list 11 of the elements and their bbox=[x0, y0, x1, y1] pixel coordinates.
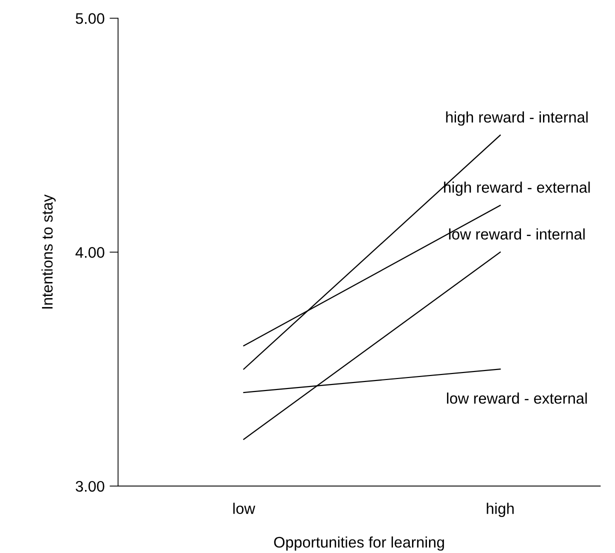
x-tick-label: high bbox=[486, 502, 514, 517]
series-label: low reward - internal bbox=[449, 228, 585, 240]
x-axis-title: Opportunities for learning bbox=[274, 536, 444, 551]
y-axis-title: Intentions to stay bbox=[41, 194, 56, 309]
series-label: low reward - external bbox=[447, 392, 587, 404]
y-tick-label: 4.00 bbox=[76, 247, 104, 258]
y-tick-label: 3.00 bbox=[76, 480, 104, 492]
x-tick-label: low bbox=[233, 502, 256, 514]
series-label: high reward - internal bbox=[446, 111, 588, 126]
y-tick-label: 5.00 bbox=[76, 13, 104, 24]
series-label: high reward - external bbox=[444, 182, 590, 196]
